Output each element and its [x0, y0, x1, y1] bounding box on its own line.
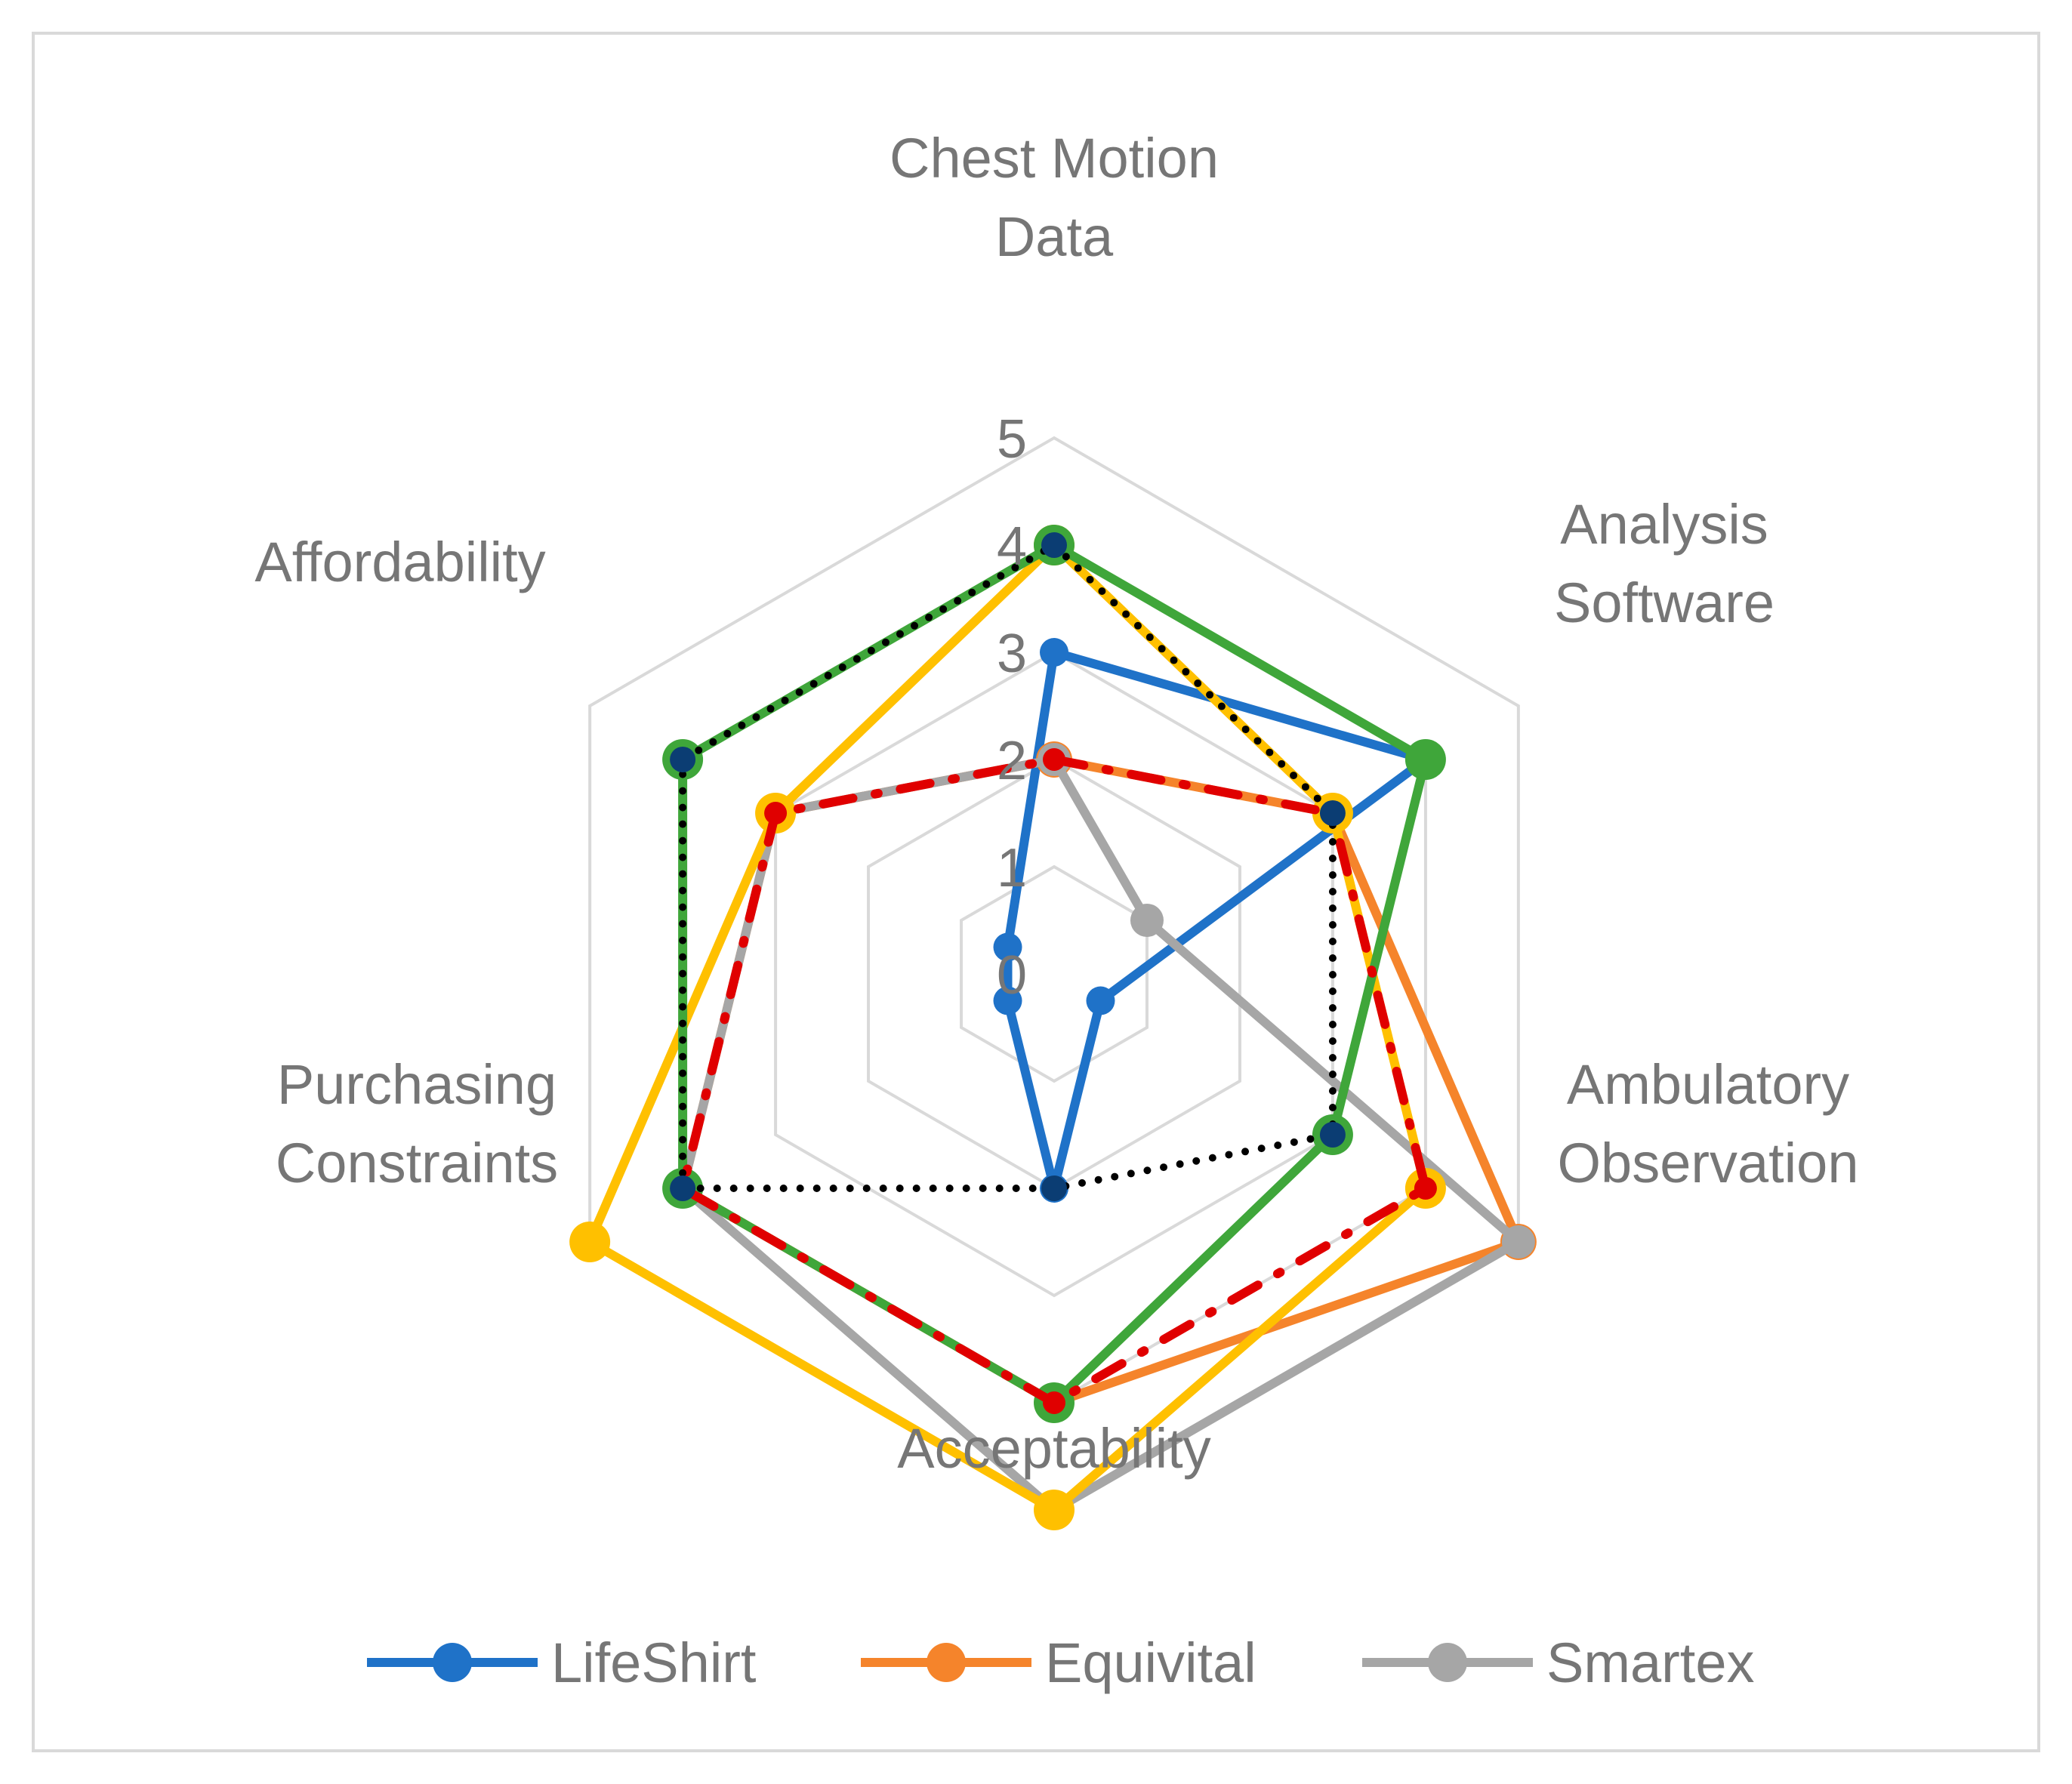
grid-ring-1: [960, 864, 1149, 1083]
data-point: [1501, 1225, 1535, 1259]
legend-swatch-marker: [1428, 1643, 1467, 1682]
legend-item-equivital: Equivital: [861, 1631, 1256, 1694]
data-point: [1043, 748, 1065, 771]
data-point: [569, 1222, 611, 1262]
legend-label: Smartex: [1546, 1631, 1755, 1694]
axis-label: Ambulatory Observation: [1558, 1053, 1859, 1194]
data-point: [1086, 986, 1115, 1015]
axis-label-line: Chest Motion: [890, 127, 1219, 189]
axis-label-line: Software: [1554, 572, 1774, 634]
axis-label: Acceptability: [897, 1417, 1210, 1480]
chart-frame: [32, 32, 2040, 1752]
tick-label: 3: [997, 624, 1027, 684]
axis-label: Affordability: [254, 531, 545, 593]
legend-swatch-marker: [927, 1643, 966, 1682]
axis-label-line: Observation: [1558, 1132, 1859, 1194]
data-point: [1041, 532, 1067, 558]
legend-item-smartex: Smartex: [1362, 1631, 1755, 1694]
axis-label: Analysis Software: [1554, 493, 1774, 634]
data-point: [1041, 1175, 1067, 1201]
axis-label: Chest Motion Data: [890, 127, 1219, 268]
tick-label: 5: [997, 409, 1027, 470]
data-point: [1130, 904, 1164, 937]
legend: LifeShirt Equivital Smartex: [367, 1631, 1755, 1694]
data-point: [993, 986, 1022, 1015]
axis-label-line: Constraints: [276, 1132, 558, 1194]
data-point: [1043, 1391, 1065, 1414]
data-point: [670, 747, 696, 772]
data-point: [1034, 1490, 1075, 1530]
data-point: [993, 932, 1022, 962]
grid-ring-5: [588, 436, 1520, 1512]
axis-label-line: Data: [995, 205, 1114, 268]
radar-grid: [588, 436, 1520, 1512]
series-line: [678, 755, 1523, 1407]
axis-labels: Chest Motion Data Analysis Software Ambulato…: [254, 127, 1858, 1480]
axis-label-line: Analysis: [1560, 493, 1768, 556]
data-point: [764, 802, 788, 824]
axis-label-line: Purchasing: [277, 1053, 557, 1116]
data-point: [1414, 1177, 1437, 1200]
tick-label: 2: [997, 731, 1027, 791]
legend-label: Equivital: [1045, 1631, 1256, 1694]
data-point: [1404, 739, 1446, 780]
axis-label-line: Ambulatory: [1567, 1053, 1849, 1116]
axis-label-line: Affordability: [254, 531, 545, 593]
data-point: [1319, 800, 1346, 826]
axis-label-line: Acceptability: [897, 1417, 1210, 1480]
grid-ring-2: [867, 757, 1241, 1191]
data-point: [670, 1175, 696, 1201]
axis-label: Purchasing Constraints: [276, 1053, 558, 1194]
tick-label: 0: [997, 945, 1027, 1006]
legend-swatch-marker: [433, 1643, 472, 1682]
tick-labels: 0 1 2 3 4 5: [997, 409, 1027, 1006]
tick-label: 4: [997, 516, 1027, 577]
data-point: [1040, 638, 1068, 667]
tick-label: 1: [997, 838, 1027, 898]
legend-label: LifeShirt: [551, 1631, 757, 1694]
legend-item-lifeshirt: LifeShirt: [367, 1631, 757, 1694]
data-point: [1319, 1122, 1346, 1148]
series-unlabeled-6: [670, 532, 1346, 1201]
series-layer: [569, 525, 1537, 1530]
